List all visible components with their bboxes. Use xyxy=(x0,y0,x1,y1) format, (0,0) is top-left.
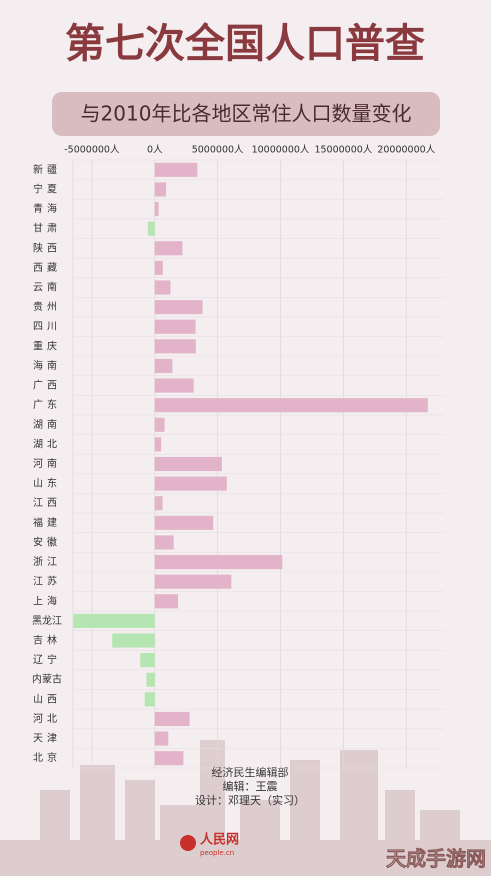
y-tick-label: 天津 xyxy=(33,733,61,745)
y-tick-label: 河北 xyxy=(33,713,61,725)
bar xyxy=(154,574,232,589)
designer: 设计：邓理天（实习） xyxy=(195,793,305,807)
bar xyxy=(154,280,171,295)
bar xyxy=(140,653,155,668)
watermark: 天成手游网 xyxy=(386,847,486,871)
bar xyxy=(154,241,183,256)
x-tick-label: 20000000人 xyxy=(377,145,435,156)
y-tick-label: 内蒙古 xyxy=(32,673,62,686)
y-tick-label: 安徽 xyxy=(33,535,61,548)
bar xyxy=(154,319,196,334)
y-tick-label: 海南 xyxy=(33,359,61,372)
bar xyxy=(154,398,428,413)
bar xyxy=(112,633,155,648)
logo-url: people.cn xyxy=(200,849,234,857)
bar xyxy=(144,692,155,707)
y-tick-label: 四川 xyxy=(33,322,61,333)
y-tick-label: 陕西 xyxy=(33,241,61,254)
y-tick-label: 浙江 xyxy=(33,556,61,568)
x-tick-label: 15000000人 xyxy=(314,145,372,156)
bar xyxy=(154,515,214,530)
y-tick-label: 新疆 xyxy=(33,163,61,176)
y-tick-label: 甘肃 xyxy=(33,222,61,235)
bar xyxy=(154,339,196,354)
chart-subtitle: 与2010年比各地区常住人口数量变化 xyxy=(81,102,412,126)
y-tick-label: 辽宁 xyxy=(33,653,61,666)
y-tick-label: 山东 xyxy=(33,477,61,490)
y-tick-label: 云南 xyxy=(33,280,61,293)
y-tick-label: 湖南 xyxy=(33,418,61,431)
y-tick-label: 河南 xyxy=(33,457,61,470)
y-tick-label: 吉林 xyxy=(33,634,61,647)
bar xyxy=(154,182,167,197)
y-tick-label: 广西 xyxy=(33,380,61,392)
bar xyxy=(154,417,165,432)
bar xyxy=(154,555,283,570)
subtitle-box xyxy=(52,92,440,136)
x-tick-label: 10000000人 xyxy=(252,145,310,156)
logo: 人民网 xyxy=(200,832,239,848)
bar xyxy=(154,437,162,452)
chart-title: 第七次全国人口普查 xyxy=(65,21,425,67)
y-tick-label: 江西 xyxy=(33,497,61,509)
bar xyxy=(73,613,155,628)
logo-icon xyxy=(180,835,196,851)
x-tick-label: -5000000人 xyxy=(64,145,120,156)
bar xyxy=(154,162,198,177)
bar xyxy=(154,201,159,217)
y-tick-label: 湖北 xyxy=(33,438,61,450)
bar xyxy=(154,300,203,315)
skyline xyxy=(0,740,491,876)
y-tick-label: 重庆 xyxy=(33,339,61,352)
y-tick-label: 上海 xyxy=(33,594,61,607)
y-tick-label: 宁夏 xyxy=(33,182,61,195)
bar xyxy=(154,378,194,393)
y-tick-label: 北京 xyxy=(33,751,61,764)
bar xyxy=(154,260,163,275)
y-tick-label: 贵州 xyxy=(33,300,61,313)
bar xyxy=(154,731,169,746)
bar xyxy=(154,751,184,766)
bar xyxy=(154,535,174,550)
bar xyxy=(154,496,163,511)
y-tick-label: 广东 xyxy=(33,398,61,411)
bar xyxy=(147,221,155,236)
bar xyxy=(146,672,155,687)
y-tick-label: 黑龙江 xyxy=(32,614,62,627)
bar xyxy=(154,456,222,472)
bar xyxy=(154,594,179,609)
y-tick-label: 青海 xyxy=(33,202,61,215)
x-tick-label: 5000000人 xyxy=(192,145,244,156)
y-tick-label: 福建 xyxy=(33,516,61,529)
bar xyxy=(154,358,173,373)
department: 经济民生编辑部 xyxy=(212,765,289,779)
bar xyxy=(154,711,190,727)
x-tick-label: 0人 xyxy=(147,145,163,156)
y-tick-label: 江苏 xyxy=(33,575,61,588)
editor: 编辑：王震 xyxy=(223,779,278,793)
bar xyxy=(154,476,227,491)
y-tick-label: 西藏 xyxy=(33,262,61,274)
y-tick-label: 山西 xyxy=(33,693,61,705)
